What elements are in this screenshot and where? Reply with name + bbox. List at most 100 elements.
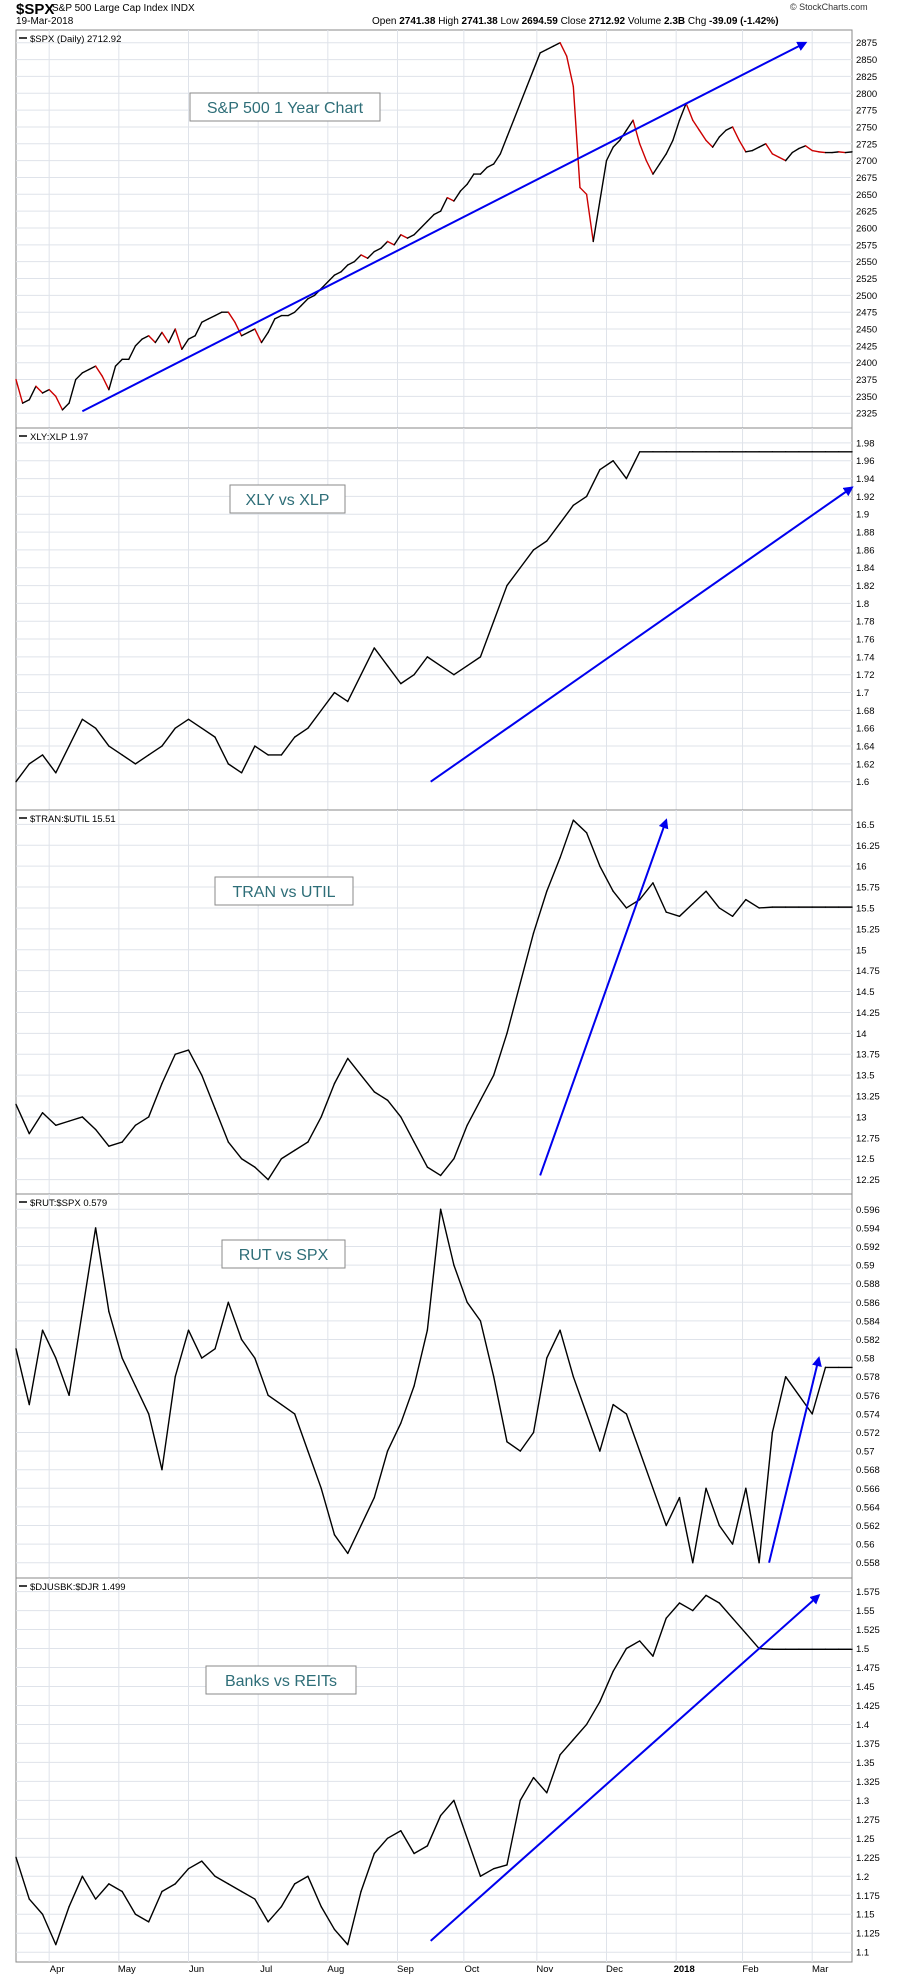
data-segment	[28, 1112, 44, 1135]
panel-frame	[15, 1193, 853, 1579]
data-segment	[612, 139, 621, 148]
data-segment	[519, 932, 535, 984]
data-segment	[599, 1670, 614, 1703]
data-segment	[320, 1487, 336, 1536]
panel-frame	[15, 1577, 853, 1963]
y-tick-label: 0.586	[856, 1298, 880, 1309]
data-segment	[360, 647, 375, 676]
y-tick-label: 13.25	[856, 1092, 880, 1103]
volume-value: 2.3B	[664, 16, 686, 27]
data-segment	[386, 1099, 402, 1118]
data-segment	[506, 1441, 521, 1452]
data-segment	[519, 1776, 535, 1802]
data-segment	[486, 163, 495, 169]
data-segment	[599, 460, 614, 471]
data-segment	[758, 906, 774, 909]
data-segment	[393, 234, 402, 246]
data-segment	[373, 247, 382, 253]
data-segment	[108, 1310, 123, 1359]
data-segment	[652, 1487, 667, 1527]
data-segment	[15, 1856, 30, 1900]
data-segment	[227, 1141, 243, 1160]
y-tick-label: 0.564	[856, 1502, 880, 1513]
y-tick-label: 0.596	[856, 1205, 880, 1216]
data-segment	[638, 1640, 654, 1657]
data-segment	[493, 1864, 508, 1870]
y-tick-label: 0.594	[856, 1223, 880, 1234]
annotation-text: TRAN vs UTIL	[232, 884, 335, 901]
data-segment	[493, 584, 508, 622]
data-segment	[340, 264, 349, 273]
data-segment	[88, 365, 97, 371]
data-segment	[134, 1913, 150, 1923]
y-tick-label: 1.125	[856, 1929, 880, 1940]
y-tick-label: 2800	[856, 89, 877, 100]
data-segment	[353, 254, 362, 263]
high-label: High	[438, 16, 459, 27]
low-value: 2694.59	[521, 16, 558, 27]
data-segment	[725, 126, 734, 132]
data-segment	[360, 1852, 375, 1893]
data-segment	[307, 294, 316, 300]
data-segment	[784, 1375, 800, 1397]
data-segment	[612, 1647, 628, 1673]
data-segment	[181, 338, 190, 350]
data-segment	[307, 1116, 322, 1143]
data-segment	[28, 1329, 44, 1406]
data-segment	[665, 911, 681, 918]
data-segment	[426, 213, 435, 222]
y-tick-label: 1.35	[856, 1758, 875, 1769]
data-segment	[227, 1301, 243, 1341]
data-segment	[758, 1647, 774, 1650]
data-segment	[55, 1905, 70, 1946]
y-tick-label: 1.64	[856, 742, 875, 753]
data-segment	[386, 1830, 402, 1840]
data-segment	[771, 153, 780, 158]
y-tick-label: 15.25	[856, 924, 880, 935]
data-segment	[254, 1898, 269, 1923]
data-segment	[214, 311, 223, 317]
data-segment	[446, 196, 455, 202]
panel-frame	[15, 29, 853, 429]
data-segment	[254, 1166, 269, 1181]
x-tick-label: Dec	[606, 1964, 623, 1975]
data-segment	[565, 55, 575, 88]
data-segment	[327, 274, 336, 283]
data-segment	[201, 1860, 216, 1877]
data-segment	[201, 727, 216, 738]
y-tick-label: 0.584	[856, 1316, 880, 1327]
data-segment	[267, 1158, 283, 1181]
y-tick-label: 0.562	[856, 1521, 880, 1532]
data-segment	[187, 1329, 203, 1359]
data-segment	[400, 234, 409, 239]
data-segment	[731, 1487, 747, 1545]
data-segment	[287, 311, 296, 317]
data-segment	[108, 365, 117, 391]
data-segment	[254, 328, 263, 344]
data-segment	[307, 1875, 322, 1908]
data-segment	[161, 1375, 176, 1471]
data-segment	[386, 665, 402, 685]
data-segment	[718, 1602, 734, 1619]
y-tick-label: 0.558	[856, 1558, 880, 1569]
y-tick-label: 1.72	[856, 670, 875, 681]
data-segment	[652, 882, 667, 913]
data-segment	[94, 1128, 110, 1147]
data-segment	[174, 1329, 190, 1378]
annotation-text: Banks vs REITs	[225, 1673, 337, 1690]
trend-arrow	[430, 486, 854, 783]
y-tick-label: 2825	[856, 72, 877, 83]
x-tick-label: Apr	[50, 1964, 65, 1975]
y-tick-label: 1.98	[856, 438, 875, 449]
data-segment	[705, 1594, 721, 1604]
data-segment	[108, 1883, 123, 1893]
panel-legend: $TRAN:$UTIL 15.51	[30, 814, 116, 825]
data-segment	[101, 375, 110, 391]
data-segment	[692, 119, 701, 132]
chg-label: Chg	[687, 16, 707, 27]
high-value: 2741.38	[461, 16, 498, 27]
y-tick-label: 2475	[856, 308, 877, 319]
data-segment	[413, 1845, 429, 1855]
data-segment	[167, 328, 176, 344]
data-segment	[765, 143, 774, 155]
